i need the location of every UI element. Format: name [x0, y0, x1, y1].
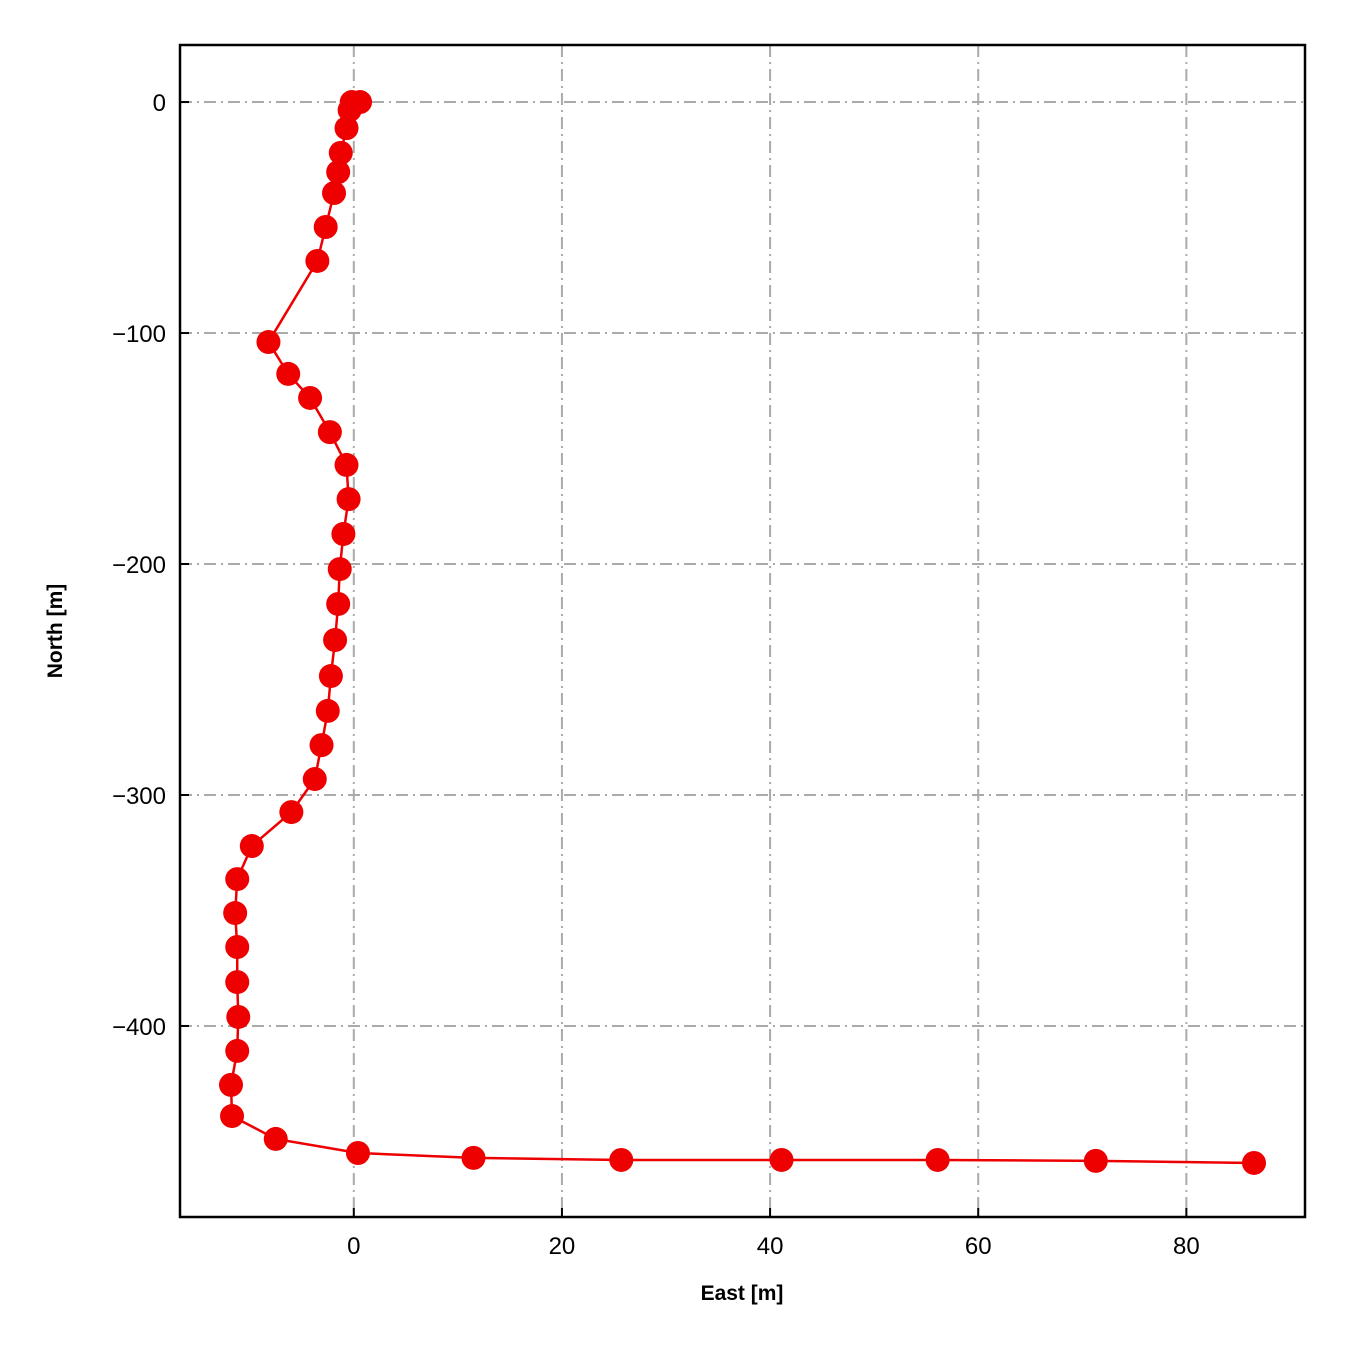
- marker: [313, 215, 338, 240]
- y-tick-label: 0: [153, 90, 166, 117]
- marker: [769, 1147, 794, 1172]
- marker: [226, 1004, 251, 1029]
- marker: [225, 1038, 250, 1063]
- marker: [309, 733, 334, 758]
- marker: [334, 116, 359, 141]
- y-tick-label: −300: [112, 783, 166, 810]
- marker: [220, 1104, 245, 1129]
- marker: [1242, 1150, 1267, 1175]
- marker: [302, 767, 327, 792]
- marker: [225, 867, 250, 892]
- marker: [317, 420, 342, 445]
- marker: [334, 452, 359, 477]
- marker: [225, 934, 250, 959]
- plot-frame: [178, 43, 1307, 1219]
- x-tick-label: 20: [549, 1233, 576, 1260]
- marker: [322, 181, 347, 206]
- marker: [315, 698, 340, 723]
- y-axis-label: North [m]: [44, 584, 67, 678]
- marker: [336, 487, 361, 512]
- marker: [263, 1126, 288, 1151]
- marker: [326, 591, 351, 616]
- marker: [925, 1147, 950, 1172]
- marker: [318, 664, 343, 689]
- marker: [327, 557, 352, 582]
- marker: [256, 330, 281, 355]
- marker: [305, 248, 330, 273]
- marker: [609, 1147, 634, 1172]
- marker: [225, 970, 250, 995]
- x-tick-label: 80: [1173, 1233, 1200, 1260]
- y-tick-label: −100: [112, 321, 166, 348]
- marker: [218, 1072, 243, 1097]
- x-tick-label: 0: [347, 1233, 360, 1260]
- marker: [337, 98, 362, 123]
- marker: [298, 385, 323, 410]
- x-axis-label: East [m]: [701, 1282, 784, 1305]
- y-tick-label: −200: [112, 552, 166, 579]
- marker: [328, 140, 353, 165]
- marker: [461, 1145, 486, 1170]
- x-tick-label: 60: [965, 1233, 992, 1260]
- y-tick-label: −400: [112, 1014, 166, 1041]
- marker: [345, 1141, 370, 1166]
- marker: [279, 800, 304, 825]
- marker: [331, 521, 356, 546]
- marker: [1083, 1148, 1108, 1173]
- marker: [323, 628, 348, 653]
- marker: [326, 160, 351, 185]
- marker: [239, 834, 264, 859]
- marker: [276, 361, 301, 386]
- x-tick-label: 40: [757, 1233, 784, 1260]
- marker: [223, 901, 248, 926]
